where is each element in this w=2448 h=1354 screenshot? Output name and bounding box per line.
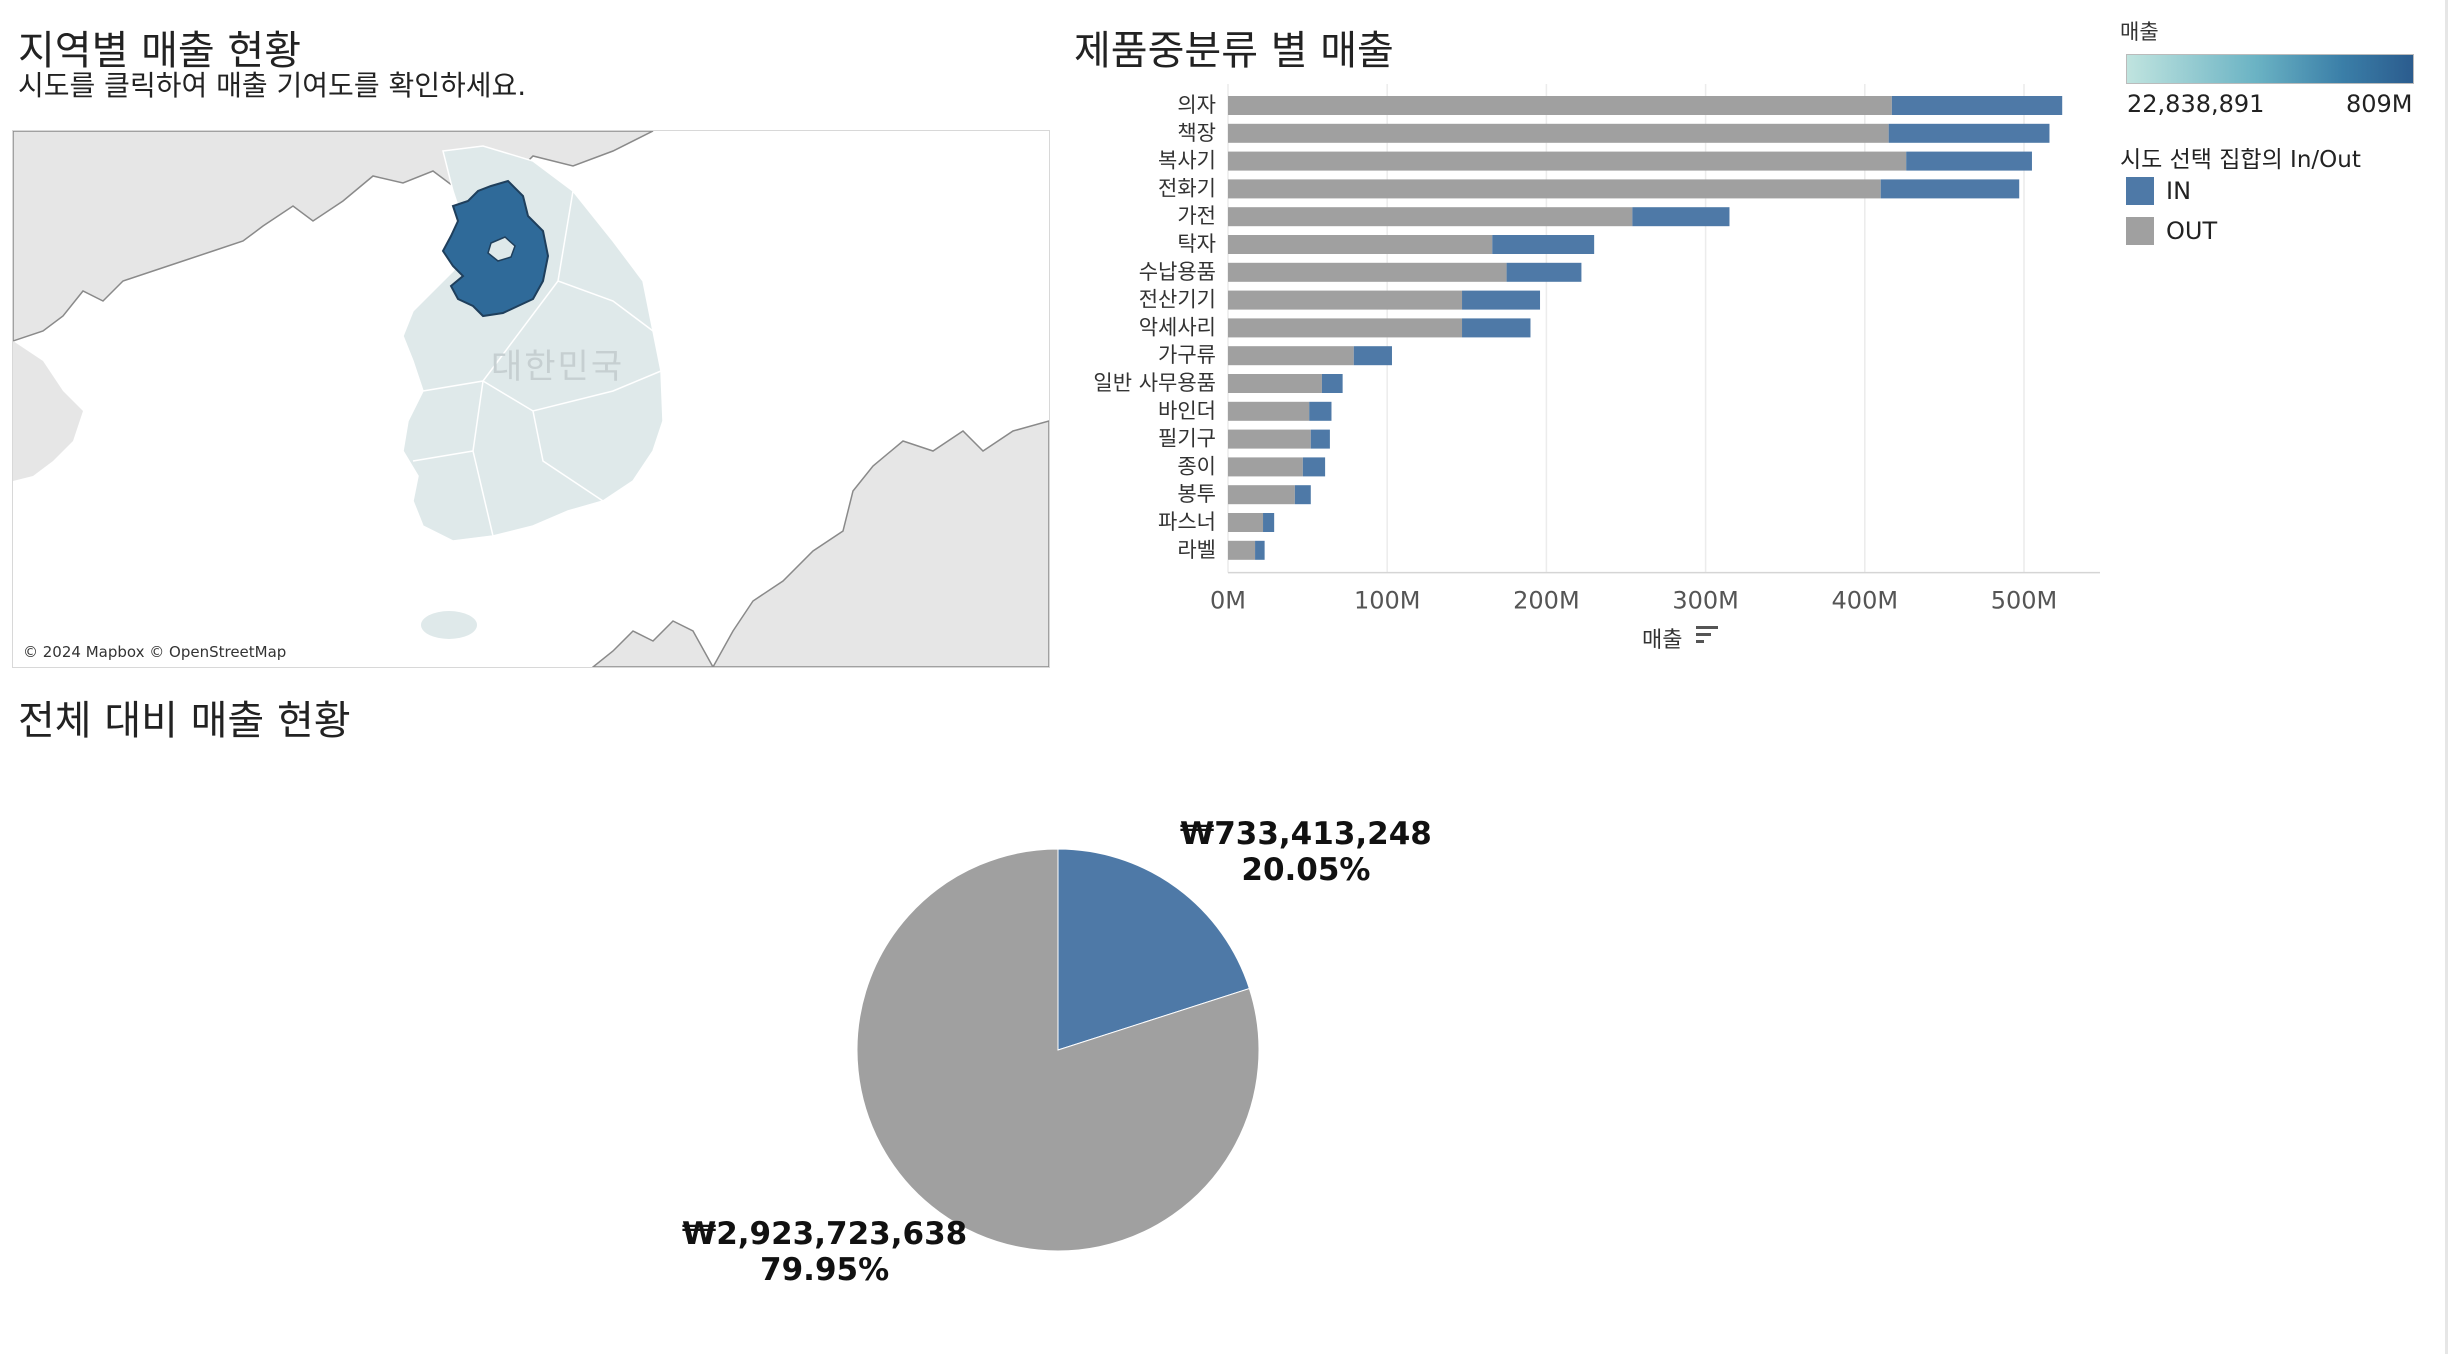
pie-label-out-amount: ₩2,923,723,638	[682, 1216, 968, 1252]
bar-segment-in[interactable]	[1632, 207, 1730, 227]
pie-chart-title: 전체 대비 매출 현황	[18, 698, 351, 744]
bar-segment-out[interactable]	[1228, 485, 1295, 505]
bar-segment-in[interactable]	[1321, 374, 1343, 393]
bar-category-label[interactable]: 전산기기	[1139, 288, 1216, 312]
legend-color-gradient	[2126, 54, 2414, 84]
pie-slice-in[interactable]	[1057, 848, 1251, 1051]
map-canvas[interactable]	[13, 131, 1049, 667]
legend-max-label: 809M	[2346, 90, 2413, 118]
bar-segment-out[interactable]	[1228, 540, 1256, 560]
bar-segment-in[interactable]	[1353, 346, 1392, 366]
region-map[interactable]: 대한민국 © 2024 Mapbox © OpenStreetMap	[12, 130, 1050, 668]
bar-segment-out[interactable]	[1228, 151, 1907, 171]
bar-x-tick-label: 500M	[1991, 587, 2058, 615]
map-country-label: 대한민국	[491, 347, 625, 387]
bar-segment-in[interactable]	[1462, 318, 1531, 338]
legend-item-out[interactable]: OUT	[2126, 216, 2217, 246]
bar-category-label[interactable]: 바인더	[1158, 399, 1216, 423]
bar-x-tick-label: 400M	[1832, 587, 1899, 615]
bar-segment-in[interactable]	[1888, 123, 2050, 143]
bar-segment-in[interactable]	[1302, 457, 1326, 477]
bar-segment-out[interactable]	[1228, 513, 1264, 532]
bar-segment-in[interactable]	[1506, 262, 1582, 282]
pie-slice-out[interactable]	[856, 848, 1260, 1252]
bar-category-label[interactable]: 악세사리	[1139, 315, 1216, 339]
bar-chart[interactable]: 0M 100M 200M 300M 400M 500M 의자책장복사기전화기가전탁자수납용품…	[1060, 80, 2110, 640]
bar-segment-in[interactable]	[1880, 179, 2020, 199]
pie-chart[interactable]	[840, 830, 1280, 1270]
legend-color-title: 매출	[2120, 20, 2159, 44]
bar-x-axis-label: 매출	[1642, 628, 1683, 653]
bar-category-label[interactable]: 봉투	[1177, 482, 1216, 506]
bar-category-label[interactable]: 필기구	[1158, 427, 1216, 451]
bar-x-tick-label: 0M	[1210, 587, 1246, 615]
bar-segment-in[interactable]	[1309, 401, 1332, 421]
map-neighbor-japan-1	[712, 420, 1049, 667]
sort-descending-icon[interactable]	[1696, 626, 1718, 646]
legend-swatch-in	[2126, 177, 2154, 205]
bar-category-label[interactable]: 수납용품	[1139, 260, 1216, 284]
map-province-lines	[412, 190, 662, 537]
map-neighbor-japan-2	[591, 620, 714, 667]
bar-category-label[interactable]: 일반 사무용품	[1093, 371, 1216, 395]
bar-category-label[interactable]: 복사기	[1158, 149, 1216, 173]
pie-label-in-amount: ₩733,413,248	[1180, 816, 1432, 852]
bar-segment-out[interactable]	[1228, 235, 1493, 254]
bar-segment-out[interactable]	[1228, 207, 1633, 227]
bar-category-label[interactable]: 가전	[1177, 204, 1216, 228]
bar-segment-in[interactable]	[1255, 540, 1265, 560]
bar-x-tick-label: 300M	[1672, 587, 1739, 615]
bar-chart-title: 제품중분류 별 매출	[1074, 28, 1394, 74]
bar-category-label[interactable]: 라벨	[1177, 538, 1216, 562]
bar-segment-out[interactable]	[1228, 429, 1311, 449]
bar-segment-in[interactable]	[1462, 290, 1541, 310]
bar-segment-in[interactable]	[1492, 235, 1595, 254]
map-neighbor-west	[13, 341, 83, 481]
bar-category-label[interactable]: 가구류	[1158, 343, 1216, 367]
bar-category-label[interactable]: 의자	[1177, 93, 1216, 117]
bar-segment-in[interactable]	[1263, 513, 1275, 532]
bar-segment-in[interactable]	[1906, 151, 2032, 171]
bar-segment-in[interactable]	[1310, 429, 1330, 449]
bar-segment-out[interactable]	[1228, 179, 1881, 199]
bar-category-label[interactable]: 파스너	[1158, 510, 1216, 534]
pie-label-in: ₩733,413,248 20.05%	[1180, 816, 1432, 888]
legend-set-title: 시도 선택 집합의 In/Out	[2120, 147, 2361, 173]
bar-segment-in[interactable]	[1294, 485, 1311, 505]
bar-segment-out[interactable]	[1228, 457, 1303, 477]
bar-category-label[interactable]: 책장	[1177, 121, 1216, 145]
bar-segment-out[interactable]	[1228, 318, 1463, 338]
bar-x-tick-label: 100M	[1354, 587, 1421, 615]
bar-segment-out[interactable]	[1228, 123, 1889, 143]
pie-label-in-pct: 20.05%	[1241, 852, 1371, 888]
map-title: 지역별 매출 현황	[18, 28, 302, 74]
bar-segment-out[interactable]	[1228, 346, 1354, 366]
bar-category-label[interactable]: 종이	[1177, 454, 1216, 478]
map-region-seoul[interactable]	[487, 236, 516, 262]
bar-category-label[interactable]: 전화기	[1158, 176, 1216, 200]
bar-segment-out[interactable]	[1228, 290, 1463, 310]
bar-segment-in[interactable]	[1891, 96, 2063, 115]
pie-label-out: ₩2,923,723,638 79.95%	[682, 1216, 967, 1288]
legend-swatch-out	[2126, 217, 2154, 245]
legend-item-in[interactable]: IN	[2126, 176, 2191, 206]
map-subtitle: 시도를 클릭하여 매출 기여도를 확인하세요.	[18, 69, 527, 102]
bar-segment-out[interactable]	[1228, 401, 1310, 421]
legend-label-out: OUT	[2166, 217, 2218, 245]
bar-segment-out[interactable]	[1228, 374, 1322, 393]
pie-label-out-pct: 79.95%	[760, 1252, 890, 1288]
bar-category-label[interactable]: 탁자	[1177, 232, 1216, 256]
right-edge-scrollbar[interactable]	[2445, 0, 2448, 1354]
map-attribution: © 2024 Mapbox © OpenStreetMap	[23, 643, 287, 661]
map-island-jeju	[421, 611, 477, 639]
legend-label-in: IN	[2166, 177, 2192, 205]
legend-min-label: 22,838,891	[2127, 90, 2265, 118]
bar-segment-out[interactable]	[1228, 96, 1892, 115]
bar-segment-out[interactable]	[1228, 262, 1507, 282]
bar-x-tick-label: 200M	[1513, 587, 1580, 615]
